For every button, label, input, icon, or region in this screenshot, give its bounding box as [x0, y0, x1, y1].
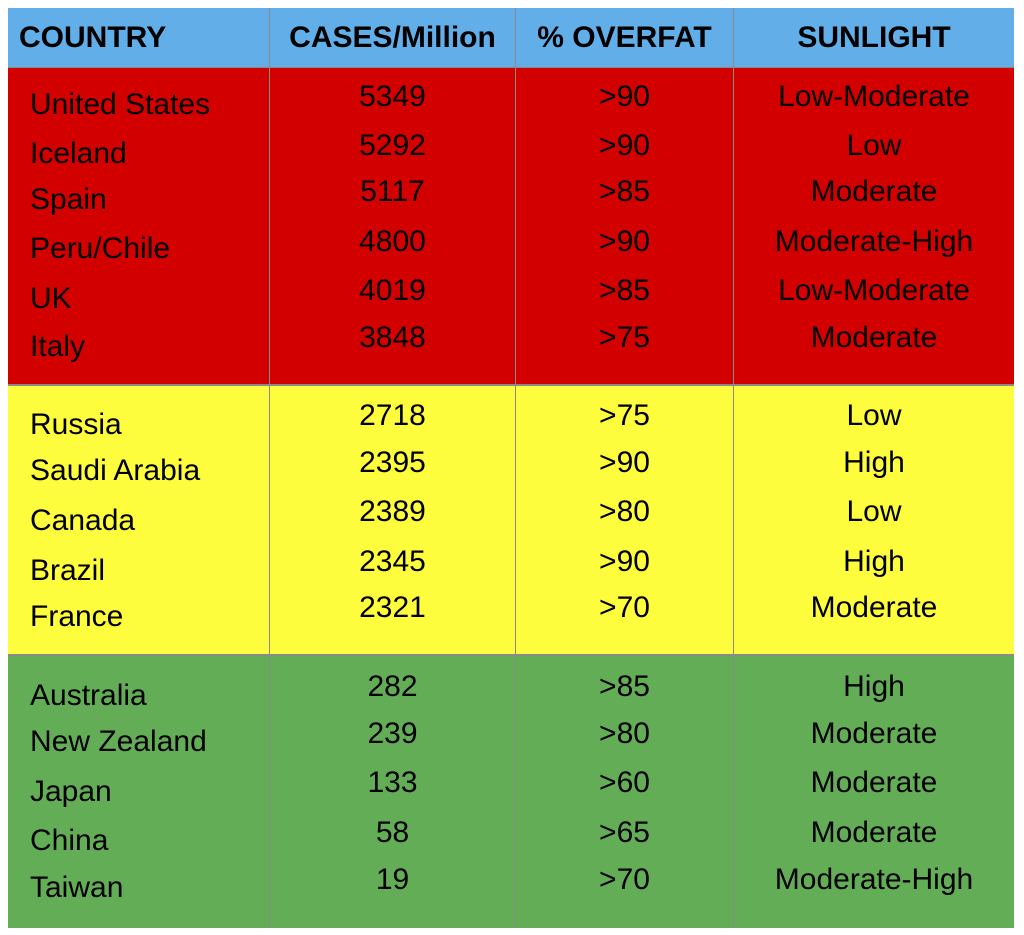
overfat-cell: >90	[599, 80, 650, 113]
overfat-column: >90 >90 >85 >90 >85 >75	[516, 68, 734, 384]
sunlight-column: Low-Moderate Low Moderate Moderate-High …	[734, 68, 1014, 384]
sunlight-cell: Low-Moderate	[778, 80, 970, 113]
country-cell: Australia	[30, 679, 147, 712]
sunlight-cell: Low-Moderate	[778, 274, 970, 307]
overfat-cell: >80	[599, 717, 650, 750]
header-overfat: % OVERFAT	[516, 8, 734, 68]
sunlight-cell: Moderate	[810, 321, 938, 354]
overfat-cell: >90	[599, 545, 650, 578]
overfat-cell: >85	[599, 670, 650, 703]
sunlight-cell: High	[843, 446, 905, 479]
country-cell: Japan	[30, 775, 112, 808]
group-low-cases: Australia New Zealand Japan China Taiwan…	[8, 656, 1014, 928]
sunlight-column: Low High Low High Moderate	[734, 386, 1014, 654]
sunlight-cell: Moderate	[810, 766, 938, 799]
sunlight-cell: Low	[846, 129, 902, 162]
cases-cell: 2389	[359, 495, 426, 528]
country-cell: Brazil	[30, 554, 106, 587]
country-column: United States Iceland Spain Peru/Chile U…	[8, 68, 270, 384]
cases-cell: 58	[375, 816, 410, 849]
table-header: COUNTRY CASES/Million % OVERFAT SUNLIGHT	[8, 8, 1014, 68]
cases-column: 2718 2395 2389 2345 2321	[270, 386, 516, 654]
cases-cell: 5117	[360, 175, 425, 208]
cases-cell: 239	[367, 717, 418, 750]
header-sunlight: SUNLIGHT	[734, 8, 1014, 68]
cases-cell: 2718	[359, 399, 426, 432]
country-cell: Iceland	[30, 137, 127, 170]
country-cell: Italy	[30, 330, 86, 363]
sunlight-cell: Moderate	[810, 717, 938, 750]
cases-cell: 3848	[359, 321, 426, 354]
country-column: Australia New Zealand Japan China Taiwan	[8, 656, 270, 928]
country-cell: China	[30, 824, 109, 857]
country-cell: Saudi Arabia	[30, 454, 201, 487]
cases-column: 5349 5292 5117 4800 4019 3848	[270, 68, 516, 384]
country-cell: United States	[30, 88, 211, 121]
header-cases: CASES/Million	[270, 8, 516, 68]
sunlight-cell: Moderate	[810, 591, 938, 624]
header-country: COUNTRY	[8, 8, 270, 68]
group-high-cases: United States Iceland Spain Peru/Chile U…	[8, 68, 1014, 386]
sunlight-cell: Moderate	[810, 816, 938, 849]
overfat-column: >85 >80 >60 >65 >70	[516, 656, 734, 928]
country-cell: Spain	[30, 183, 107, 216]
overfat-cell: >70	[599, 591, 650, 624]
country-cell: Russia	[30, 408, 122, 441]
group-medium-cases: Russia Saudi Arabia Canada Brazil France…	[8, 386, 1014, 656]
cases-cell: 4019	[359, 274, 426, 307]
cases-cell: 282	[367, 670, 418, 703]
country-cell: France	[30, 600, 124, 633]
sunlight-cell: Low	[846, 495, 902, 528]
overfat-cell: >85	[599, 175, 650, 208]
cases-cell: 5292	[359, 129, 426, 162]
cases-column: 282 239 133 58 19	[270, 656, 516, 928]
country-column: Russia Saudi Arabia Canada Brazil France	[8, 386, 270, 654]
data-table: COUNTRY CASES/Million % OVERFAT SUNLIGHT…	[8, 8, 1014, 928]
overfat-cell: >75	[599, 321, 650, 354]
sunlight-cell: Moderate	[810, 175, 938, 208]
sunlight-cell: High	[843, 670, 905, 703]
overfat-cell: >90	[599, 129, 650, 162]
country-cell: New Zealand	[30, 725, 207, 758]
country-cell: Taiwan	[30, 871, 124, 904]
cases-cell: 2395	[359, 446, 426, 479]
overfat-cell: >70	[599, 863, 650, 896]
sunlight-cell: High	[843, 545, 905, 578]
cases-cell: 19	[375, 863, 410, 896]
sunlight-cell: Moderate-High	[774, 863, 974, 896]
sunlight-cell: Low	[846, 399, 902, 432]
cases-cell: 2345	[359, 545, 426, 578]
overfat-cell: >90	[599, 225, 650, 258]
cases-cell: 2321	[359, 591, 426, 624]
cases-cell: 133	[367, 766, 418, 799]
cases-cell: 4800	[359, 225, 426, 258]
overfat-cell: >80	[599, 495, 650, 528]
country-cell: UK	[30, 282, 72, 315]
overfat-cell: >60	[599, 766, 650, 799]
overfat-cell: >90	[599, 446, 650, 479]
overfat-cell: >85	[599, 274, 650, 307]
overfat-cell: >75	[599, 399, 650, 432]
country-cell: Canada	[30, 504, 136, 537]
overfat-column: >75 >90 >80 >90 >70	[516, 386, 734, 654]
overfat-cell: >65	[599, 816, 650, 849]
sunlight-cell: Moderate-High	[774, 225, 974, 258]
country-cell: Peru/Chile	[30, 232, 171, 265]
cases-cell: 5349	[359, 80, 426, 113]
sunlight-column: High Moderate Moderate Moderate Moderate…	[734, 656, 1014, 928]
